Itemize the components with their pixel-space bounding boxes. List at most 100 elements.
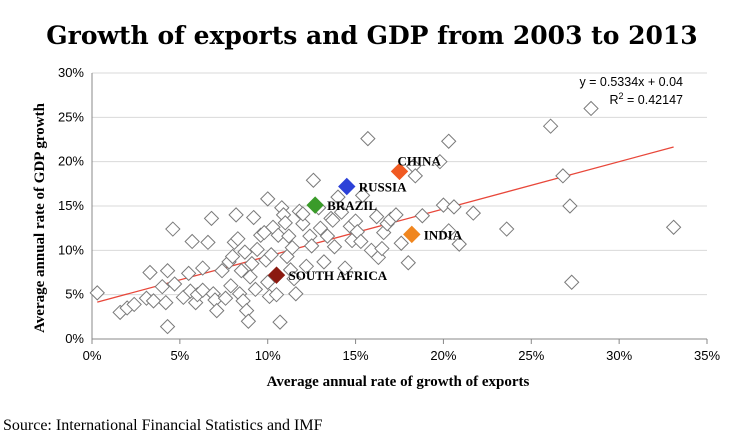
data-point	[303, 238, 320, 254]
y-tick-label: 20%	[58, 154, 84, 169]
r-squared-superscript: 2	[619, 91, 624, 101]
data-point	[542, 118, 559, 134]
data-point	[165, 221, 181, 237]
x-tick-label: 0%	[83, 348, 102, 363]
data-point	[446, 199, 462, 215]
country-label-south-africa: SOUTH AFRICA	[289, 268, 388, 283]
data-point	[440, 223, 457, 239]
data-point	[214, 263, 230, 279]
data-point	[158, 294, 174, 311]
data-point	[400, 255, 416, 271]
data-point	[272, 314, 288, 330]
data-point	[583, 100, 599, 117]
data-point	[247, 281, 264, 298]
x-tick-label: 35%	[694, 348, 720, 363]
data-point	[298, 258, 315, 275]
r-squared-label: R2 = 0.42147	[610, 91, 684, 107]
data-point	[288, 286, 304, 302]
data-point	[223, 278, 239, 294]
data-point	[194, 260, 211, 276]
x-axis-label: Average annual rate of growth of exports	[267, 374, 530, 390]
country-label-russia: RUSSIA	[359, 179, 407, 194]
x-tick-label: 20%	[430, 348, 456, 363]
y-tick-label: 0%	[65, 331, 84, 346]
highlight-point-brazil	[306, 196, 324, 214]
data-point	[330, 189, 346, 205]
data-point	[244, 255, 260, 272]
data-point	[209, 302, 225, 319]
data-point	[354, 187, 371, 204]
x-tick-label: 10%	[255, 348, 281, 363]
y-tick-label: 15%	[58, 198, 84, 213]
data-point	[277, 215, 293, 231]
data-point	[295, 216, 311, 232]
trendline-equation: y = 0.5334x + 0.04	[579, 75, 683, 89]
data-point	[337, 260, 353, 276]
data-point	[249, 241, 265, 258]
data-point	[295, 206, 311, 222]
data-point	[233, 263, 250, 279]
data-point	[270, 227, 286, 243]
x-tick-label: 5%	[170, 348, 189, 363]
x-tick-label: 15%	[343, 348, 369, 363]
data-point	[414, 208, 431, 224]
y-tick-label: 5%	[65, 287, 84, 302]
data-point	[333, 204, 350, 220]
data-point	[281, 228, 297, 244]
highlighted-countries: CHINA RUSSIA BRAZIL INDIA SOUTH AFRICA	[267, 153, 463, 284]
country-label-china: CHINA	[398, 153, 442, 168]
gridlines	[92, 72, 707, 296]
x-tick-label: 25%	[518, 348, 544, 363]
data-point	[316, 254, 332, 270]
r-squared-prefix: R	[610, 93, 619, 107]
country-label-brazil: BRAZIL	[327, 198, 377, 213]
data-point	[126, 296, 142, 313]
data-point	[268, 286, 285, 303]
highlight-point-china	[390, 162, 409, 181]
data-point	[407, 168, 424, 184]
tick-labels: 0% 5% 10% 15% 20% 25% 30% 0% 5% 10% 15% 20% 25% 30% 35…	[58, 65, 720, 363]
data-point	[432, 153, 448, 170]
data-point	[203, 210, 220, 227]
data-point	[555, 168, 571, 184]
data-point	[360, 130, 376, 147]
data-point	[230, 231, 246, 247]
data-point	[184, 233, 200, 250]
data-point	[260, 274, 276, 290]
country-label-india: INDIA	[424, 227, 463, 242]
data-point	[465, 205, 482, 221]
data-point	[245, 209, 262, 226]
data-point	[388, 207, 404, 223]
x-tick-label: 30%	[606, 348, 632, 363]
data-point	[242, 269, 258, 285]
data-point	[368, 208, 385, 225]
data-point	[159, 263, 176, 279]
highlight-point-india	[403, 225, 421, 244]
data-point	[240, 313, 257, 329]
y-tick-label: 30%	[58, 65, 84, 80]
data-point	[353, 233, 369, 250]
data-point	[440, 133, 457, 149]
data-point	[665, 219, 682, 235]
data-point	[435, 197, 452, 213]
data-point	[142, 264, 158, 281]
data-point	[166, 276, 183, 292]
data-point	[312, 220, 329, 236]
data-point	[237, 244, 253, 260]
r-squared-value: = 0.42147	[624, 93, 683, 107]
data-point	[154, 278, 170, 295]
data-point	[224, 248, 241, 265]
data-point	[326, 239, 343, 255]
data-point	[305, 172, 322, 188]
chart-title: Growth of exports and GDP from 2003 to 2…	[46, 21, 697, 50]
data-point	[180, 265, 197, 282]
data-point	[89, 285, 105, 301]
data-point	[145, 293, 162, 309]
data-point	[319, 228, 336, 244]
data-points	[89, 100, 682, 335]
data-point	[263, 247, 279, 263]
data-point	[325, 212, 341, 228]
data-point	[260, 191, 276, 207]
highlight-point-south-africa	[267, 266, 286, 284]
